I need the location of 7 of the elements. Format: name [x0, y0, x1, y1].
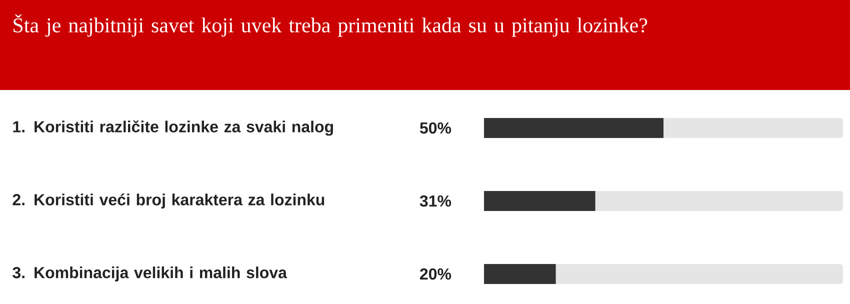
- y-tick-label: 2. Koristiti veći broj karaktera za lozinku: [12, 193, 324, 209]
- data-label: 20%: [420, 268, 452, 280]
- data-label: 50%: [420, 122, 452, 134]
- y-tick-label: 3. Kombinacija velikih i malih slova: [12, 266, 288, 282]
- y-tick-label: 1. Koristiti različite lozinke za svaki nalog: [13, 120, 333, 136]
- data-label: 31%: [420, 195, 452, 207]
- chart-title: Šta je najbitniji savet koji uvek treba primeniti kada su u pitanju lozinke?: [14, 14, 648, 37]
